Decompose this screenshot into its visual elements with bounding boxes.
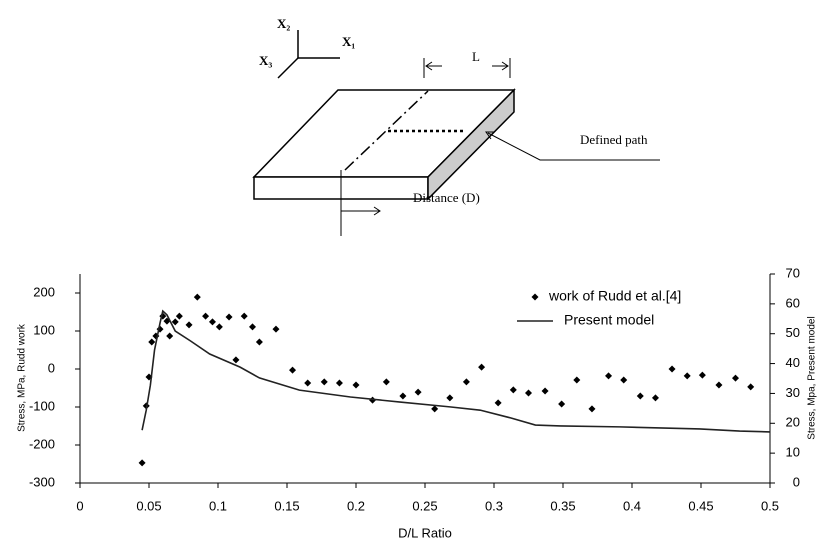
data-point [240, 312, 248, 320]
axis-label: X₂ [277, 16, 290, 31]
x-tick-label: 0.45 [688, 498, 713, 513]
data-point [636, 392, 644, 400]
data-point [171, 318, 179, 326]
axis-label: X₁ [342, 34, 355, 49]
data-point [573, 376, 581, 384]
data-point [352, 381, 360, 389]
data-point [382, 378, 390, 386]
data-point [138, 459, 146, 467]
x-tick-label: 0.4 [623, 498, 641, 513]
x-axis-label: D/L Ratio [398, 525, 452, 540]
arrow-head [485, 131, 494, 140]
legend-label: Present model [564, 312, 654, 328]
x-tick-label: 0.1 [209, 498, 227, 513]
y2-tick-label: 0 [793, 474, 800, 489]
x-tick-label: 0.2 [347, 498, 365, 513]
data-point [588, 405, 596, 413]
y-tick-label: 200 [33, 284, 55, 299]
plate-side [427, 88, 515, 201]
y2-tick-label: 30 [786, 385, 800, 400]
data-point [541, 387, 549, 395]
y2-tick-label: 70 [786, 265, 800, 280]
y2-tick-label: 40 [786, 355, 800, 370]
data-point [683, 372, 691, 380]
x-tick-label: 0.15 [274, 498, 299, 513]
data-point [148, 338, 156, 346]
data-point [320, 378, 328, 386]
y-axis-label: Stress, MPa, Rudd work [17, 323, 28, 432]
data-point [232, 356, 240, 364]
y2-tick-label: 10 [786, 445, 800, 460]
x-tick-label: 0.25 [412, 498, 437, 513]
y2-axis-label: Stress, Mpa, Present model [807, 316, 818, 439]
arrow-head [501, 61, 509, 71]
data-point [249, 323, 256, 331]
data-point [202, 312, 210, 320]
cut-line [344, 90, 429, 171]
path-leader [487, 132, 660, 161]
legend-label: work of Rudd et al.[4] [548, 288, 681, 304]
data-point [478, 363, 486, 371]
data-point [414, 388, 422, 396]
data-point [715, 381, 723, 389]
data-point [304, 379, 312, 387]
data-point [289, 366, 297, 374]
data-point [462, 378, 470, 386]
data-point [255, 338, 263, 346]
data-point [698, 371, 706, 379]
x-tick-label: 0.3 [485, 498, 503, 513]
y2-tick-label: 60 [786, 295, 800, 310]
x-tick-label: 0.05 [136, 498, 161, 513]
data-point [747, 383, 755, 391]
data-point [558, 400, 566, 408]
data-point [215, 323, 223, 331]
y-tick-label: -300 [29, 474, 55, 489]
x-tick-label: 0.5 [761, 498, 779, 513]
data-point [272, 325, 280, 333]
x-tick-label: 0.35 [550, 498, 575, 513]
data-point [208, 318, 216, 326]
data-point [335, 379, 343, 387]
data-point [525, 389, 532, 397]
arrow-head [425, 61, 433, 71]
data-point [225, 313, 233, 321]
data-point [651, 394, 659, 402]
data-line [141, 309, 771, 433]
y-tick-label: 0 [48, 360, 55, 375]
data-point [166, 332, 174, 340]
data-point [431, 405, 439, 413]
data-point [732, 374, 739, 382]
data-point [446, 394, 454, 402]
distance-label: Distance (D) [413, 190, 480, 205]
data-point [668, 365, 676, 373]
data-point [193, 293, 201, 301]
diagram [252, 30, 660, 236]
data-point [494, 399, 502, 407]
data-point [509, 386, 517, 394]
y-tick-label: -200 [29, 436, 55, 451]
arrow-head [373, 206, 381, 216]
data-point [605, 372, 613, 380]
data-point [185, 321, 193, 329]
data-point [399, 392, 407, 400]
path-label: Defined path [580, 132, 648, 147]
legend-marker [531, 293, 539, 301]
y-tick-label: 100 [33, 322, 55, 337]
x-tick-label: 0 [76, 498, 83, 513]
axis-x3 [277, 57, 299, 79]
data-point [620, 376, 628, 384]
y-tick-label: -100 [29, 398, 55, 413]
y2-tick-label: 50 [786, 325, 800, 340]
y2-tick-label: 20 [786, 415, 800, 430]
axis-label: X₃ [259, 53, 272, 68]
data-point [175, 312, 183, 320]
length-label: L [472, 49, 480, 64]
